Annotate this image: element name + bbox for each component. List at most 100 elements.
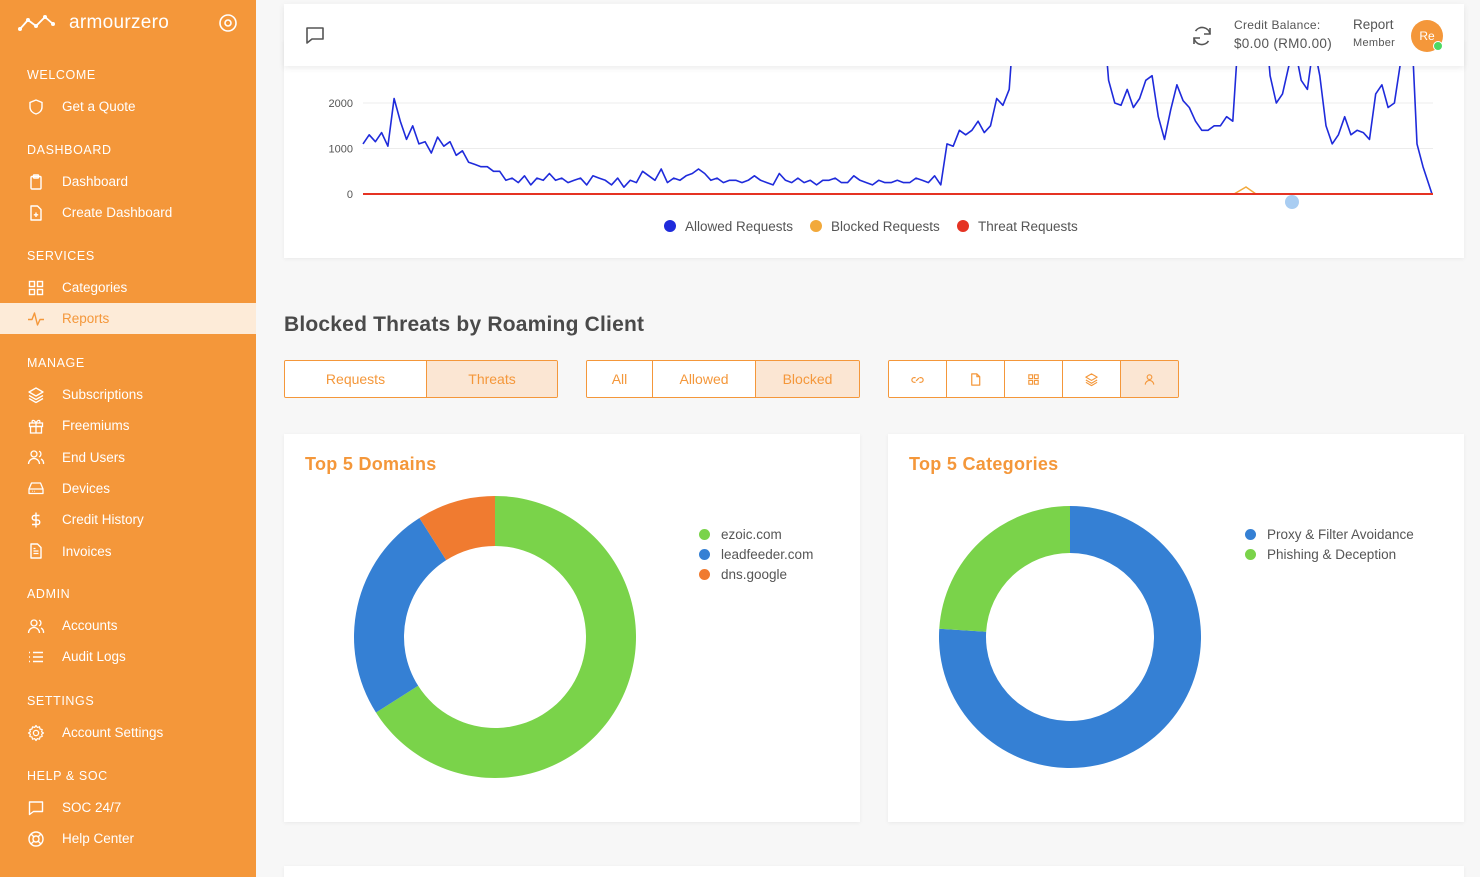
legend-label[interactable]: Blocked Requests (831, 219, 940, 234)
top-bar: Credit Balance: $0.00 (RM0.00) Report Me… (284, 4, 1464, 66)
donut-slice-leadfeeder-com[interactable] (354, 517, 447, 713)
view-users-button[interactable] (1121, 361, 1178, 397)
view-layers-button[interactable] (1063, 361, 1121, 397)
sidebar-item-freemiums[interactable]: Freemiums (0, 410, 256, 441)
sidebar-item-devices[interactable]: Devices (0, 473, 256, 504)
legend-marker (957, 220, 969, 232)
legend-marker (664, 220, 676, 232)
sidebar-item-label: Subscriptions (62, 387, 144, 402)
status-filter-group: All Allowed Blocked (586, 360, 860, 398)
filter-allowed-button[interactable]: Allowed (653, 361, 756, 397)
life-buoy-icon (28, 831, 44, 847)
next-card (284, 866, 1464, 877)
sidebar-item-categories[interactable]: Categories (0, 272, 256, 303)
top-domains-donut-chart (354, 496, 636, 778)
sidebar-item-label: SOC 24/7 (62, 800, 122, 815)
user-name[interactable]: Report (1353, 17, 1394, 32)
legend-label: dns.google (721, 566, 788, 582)
legend-label[interactable]: Threat Requests (978, 219, 1078, 234)
legend-label: Proxy & Filter Avoidance (1267, 526, 1414, 542)
clipboard-icon (30, 173, 42, 190)
logo-icon (18, 15, 55, 31)
top-domains-legend: ezoic.com leadfeeder.com dns.google (699, 524, 813, 584)
sidebar-item-accounts[interactable]: Accounts (0, 610, 256, 641)
donut-slice-dns-google[interactable] (419, 496, 495, 561)
sidebar-item-invoices[interactable]: Invoices (0, 536, 256, 567)
settings-icon (27, 724, 45, 741)
sidebar-item-end-users[interactable]: End Users (0, 442, 256, 473)
view-domains-button[interactable] (889, 361, 947, 397)
type-filter-group: Requests Threats (284, 360, 558, 398)
target-icon[interactable] (218, 13, 238, 33)
sidebar-item-create-dashboard[interactable]: Create Dashboard (0, 197, 256, 228)
sidebar-item-audit-logs[interactable]: Audit Logs (0, 641, 256, 672)
legend-marker (699, 548, 710, 560)
activity-icon (28, 312, 44, 326)
sidebar-item-label: Freemiums (62, 418, 130, 434)
filter-threats-button[interactable]: Threats (427, 361, 557, 397)
gift-icon (28, 419, 44, 434)
sidebar-item-label: Reports (62, 311, 110, 327)
brand[interactable]: armourzero (18, 8, 242, 38)
legend-marker (699, 568, 710, 580)
sidebar-item-dashboard[interactable]: Dashboard (0, 166, 256, 197)
series-line-blocked-requests (363, 186, 1433, 195)
refresh-icon[interactable] (1190, 24, 1214, 48)
view-categories-button[interactable] (1005, 361, 1063, 397)
users-icon (27, 618, 45, 633)
sidebar-item-soc-24-7[interactable]: SOC 24/7 (0, 792, 256, 823)
view-files-button[interactable] (947, 361, 1005, 397)
sidebar-section-help-soc: HELP & SOC (27, 769, 108, 783)
sidebar-item-label: Get a Quote (62, 99, 136, 114)
sidebar-item-label: Categories (62, 280, 128, 295)
dollar-icon (31, 512, 41, 528)
filter-blocked-button[interactable]: Blocked (756, 361, 859, 397)
legend-label[interactable]: Allowed Requests (685, 219, 793, 234)
legend-item[interactable]: dns.google (699, 564, 813, 584)
sidebar: armourzero WELCOME Get a Quote DASHBOARD Da… (0, 0, 256, 877)
credit-balance-value: $0.00 (RM0.00) (1234, 36, 1332, 51)
filter-all-button[interactable]: All (587, 361, 653, 397)
legend-marker (1245, 548, 1256, 560)
users-icon (27, 450, 45, 465)
legend-marker (810, 220, 822, 232)
donut-slice-proxy-filter-avoidance[interactable] (939, 506, 1201, 768)
sidebar-item-reports[interactable]: Reports (0, 303, 256, 335)
top-categories-donut-chart (939, 506, 1201, 768)
legend-label: ezoic.com (721, 526, 782, 542)
sidebar-item-credit-history[interactable]: Credit History (0, 504, 256, 535)
hover-point[interactable] (1285, 195, 1299, 209)
sidebar-item-label: Credit History (62, 512, 144, 528)
sidebar-item-label: Audit Logs (62, 649, 126, 665)
message-square-icon[interactable] (304, 24, 326, 46)
donut-slice-phishing-deception[interactable] (939, 506, 1070, 632)
sidebar-section-dashboard: DASHBOARD (27, 143, 112, 157)
requests-line-chart-card: 0 1000 2000 Allowed Requests Blocked Request… (284, 40, 1464, 258)
file-plus-icon (30, 205, 42, 221)
legend-item[interactable]: leadfeeder.com (699, 544, 813, 564)
legend-label: leadfeeder.com (721, 546, 814, 562)
sidebar-item-help-center[interactable]: Help Center (0, 823, 256, 854)
sidebar-item-subscriptions[interactable]: Subscriptions (0, 379, 256, 410)
sidebar-item-get-a-quote[interactable]: Get a Quote (0, 91, 256, 122)
sidebar-section-welcome: WELCOME (27, 68, 96, 82)
section-heading: Blocked Threats by Roaming Client (284, 313, 645, 336)
sidebar-item-label: Create Dashboard (62, 205, 173, 221)
top-categories-legend: Proxy & Filter Avoidance Phishing & Decep… (1245, 524, 1414, 564)
filter-requests-button[interactable]: Requests (285, 361, 427, 397)
y-tick-label: 0 (347, 189, 353, 201)
sidebar-item-account-settings[interactable]: Account Settings (0, 717, 256, 748)
legend-item[interactable]: Phishing & Deception (1245, 544, 1414, 564)
sidebar-section-manage: MANAGE (27, 356, 85, 370)
top-categories-card: Top 5 Categories Proxy & Filter Avoidanc… (888, 434, 1464, 822)
legend-label: Phishing & Deception (1267, 546, 1397, 562)
legend-marker (699, 528, 710, 540)
donut-slice-ezoic-com[interactable] (375, 496, 636, 778)
sidebar-section-admin: ADMIN (27, 587, 71, 601)
requests-line-chart: 0 1000 2000 Allowed Requests Blocked Request… (329, 40, 1433, 234)
credit-balance-label: Credit Balance: (1234, 18, 1321, 32)
legend-item[interactable]: Proxy & Filter Avoidance (1245, 524, 1414, 544)
link-icon (911, 376, 924, 383)
file-text-icon (30, 543, 42, 559)
legend-item[interactable]: ezoic.com (699, 524, 813, 544)
